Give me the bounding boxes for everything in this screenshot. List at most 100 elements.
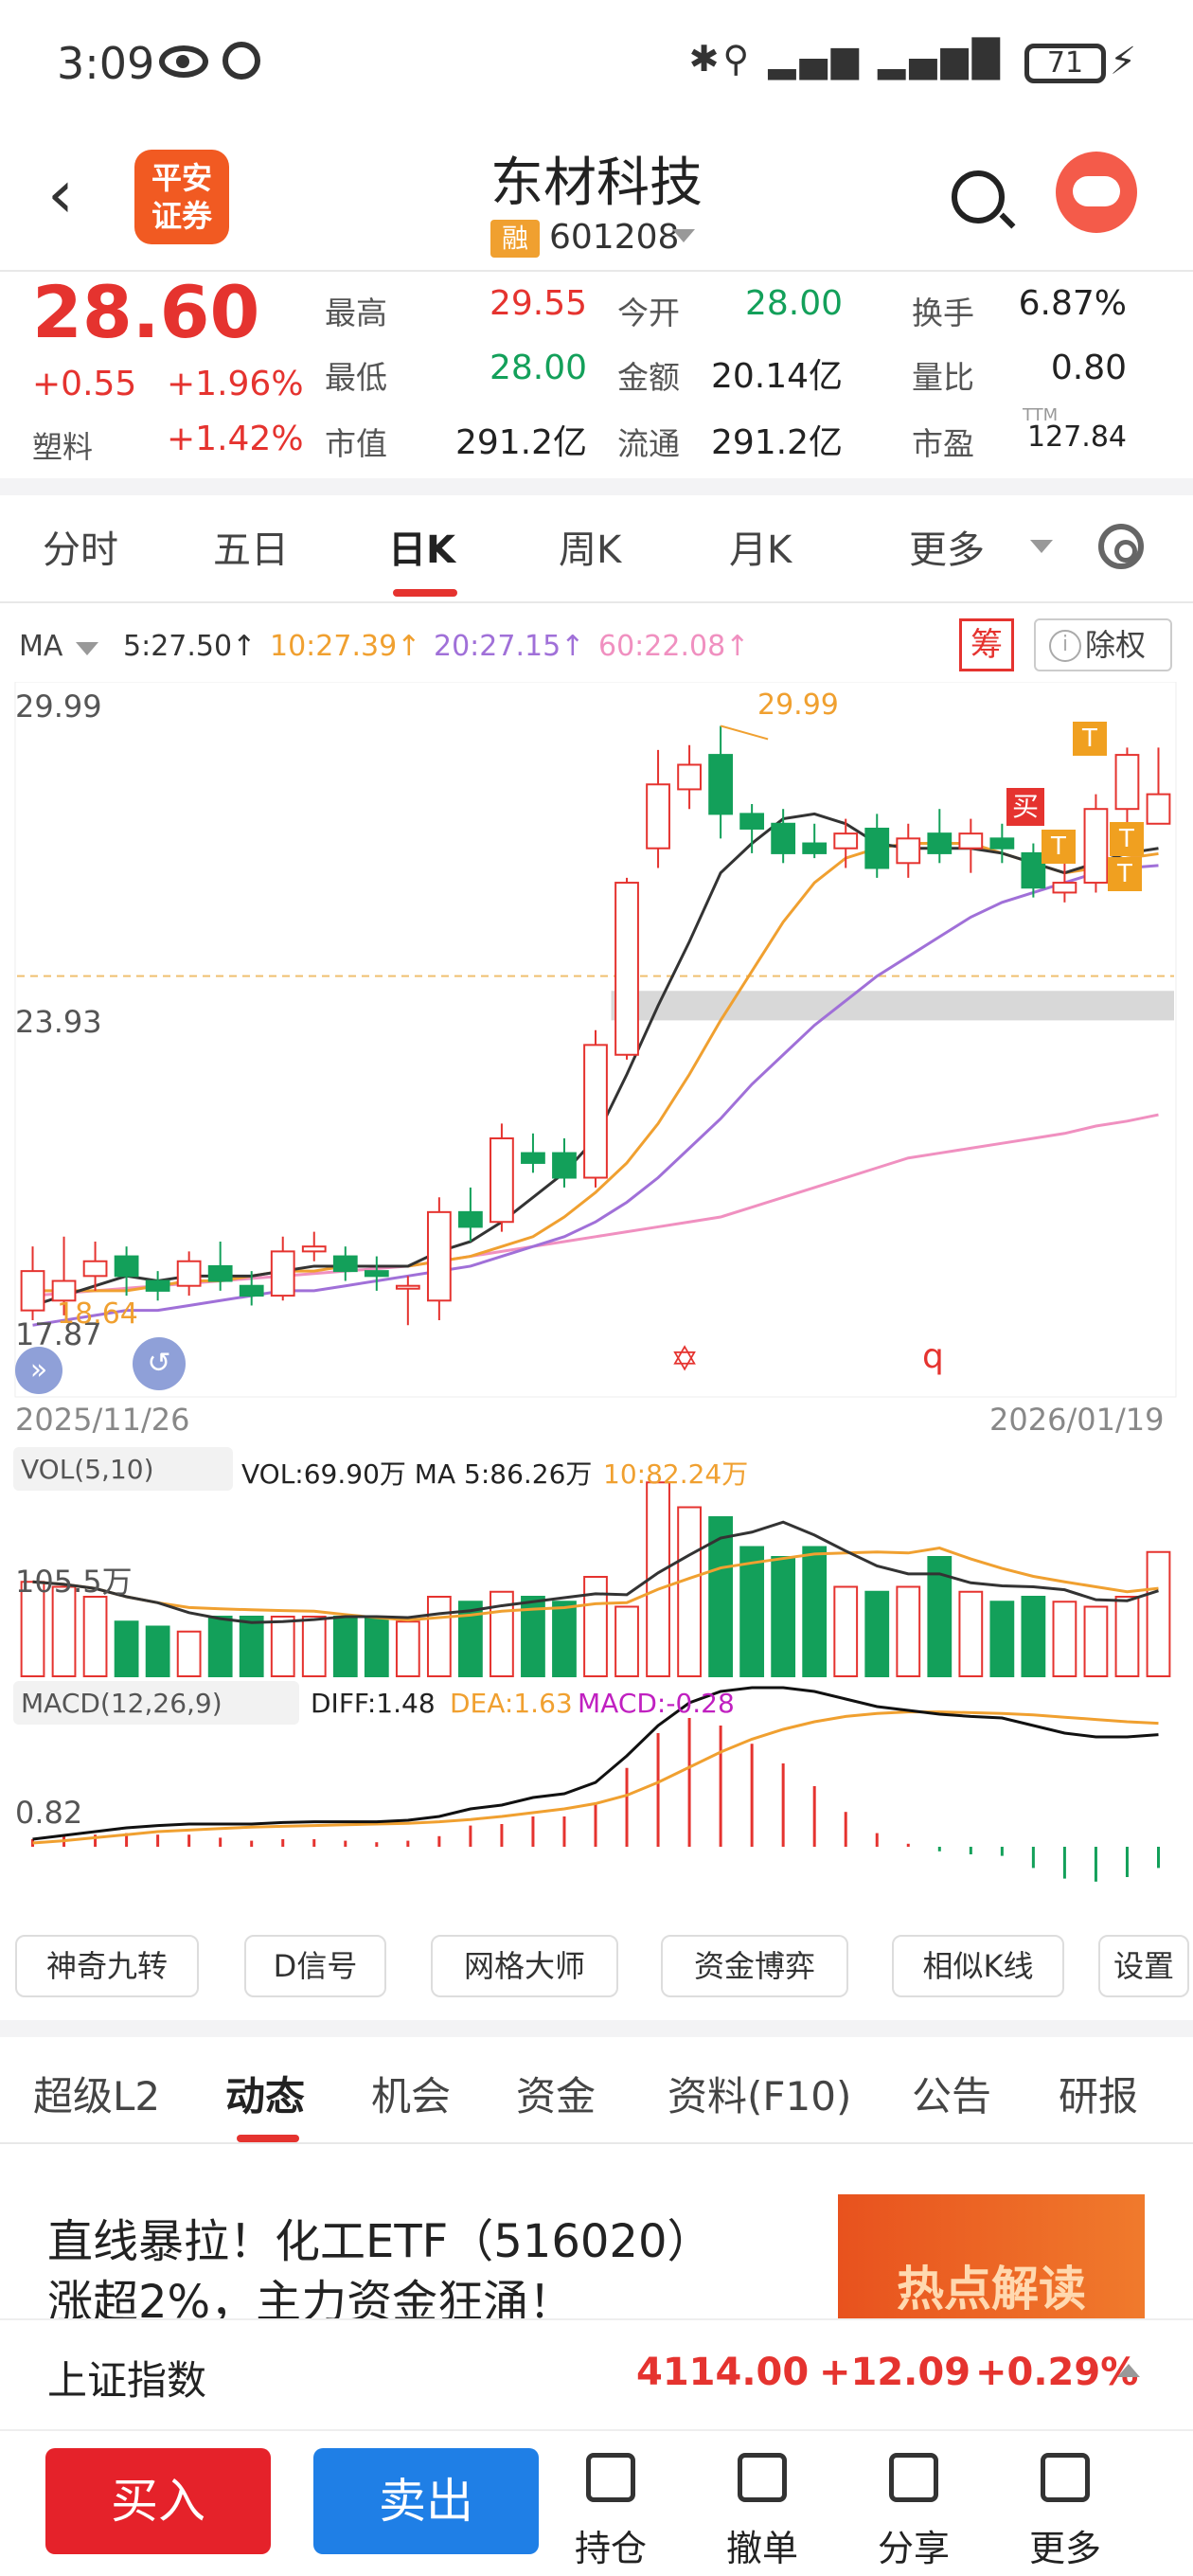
candle-body <box>771 822 796 854</box>
candle-body <box>490 1136 514 1224</box>
ex-rights-button[interactable]: 除权 <box>1034 618 1172 671</box>
more-caret-icon[interactable] <box>1030 540 1053 553</box>
quote-field-value: 6.87% <box>1018 284 1127 323</box>
indicator-tool-button[interactable]: 神奇九转 <box>15 1935 199 1997</box>
vol-indicator-chip[interactable] <box>13 1447 233 1491</box>
ma5-value: 5:27.50↑ <box>123 630 257 663</box>
candle-body <box>1114 754 1140 811</box>
event-star-icon[interactable]: ✡ <box>670 1340 700 1379</box>
indicator-tool-button[interactable]: 网格大师 <box>431 1935 618 1997</box>
content-tab-1[interactable]: 动态 <box>225 2073 306 2120</box>
kline-chart[interactable] <box>0 682 1193 1913</box>
content-tab-3[interactable]: 资金 <box>516 2073 596 2120</box>
candle-body <box>1052 882 1077 894</box>
candle-body <box>82 1260 108 1278</box>
volume-bar <box>864 1590 890 1677</box>
macd-diff-line <box>32 1686 1159 1841</box>
indicator-tool-button[interactable]: 资金博弈 <box>661 1935 848 1997</box>
quote-field-label: 市盈 <box>912 425 974 462</box>
candle-body <box>864 827 890 869</box>
bottom-item-label: 撤单 <box>725 2528 798 2569</box>
price-panel-frame <box>14 682 1177 1398</box>
quote-field-label: 最高 <box>325 295 387 331</box>
t-signal-tag[interactable]: T <box>1108 857 1142 891</box>
volume-bar <box>896 1585 921 1677</box>
index-ticker-bar[interactable] <box>0 2318 1193 2423</box>
quote-field-label: 换手 <box>912 295 974 331</box>
tab-3[interactable]: 周K <box>559 528 622 572</box>
index-pct: +0.29% <box>975 2351 1139 2394</box>
active-tab-indicator <box>237 2135 299 2142</box>
macd-dea: DEA:1.63 <box>450 1688 573 1719</box>
event-icon[interactable]: ↺ <box>133 1337 186 1390</box>
chip-distribution-button[interactable]: 筹 <box>959 618 1014 671</box>
volume-bar <box>458 1601 483 1677</box>
tab-4[interactable]: 月K <box>729 528 792 572</box>
status-system-icons: ✱⚲ ▂▄▆ ▂▄▆█ <box>688 38 1004 80</box>
assistant-avatar[interactable] <box>1056 152 1137 233</box>
chevron-up-icon[interactable] <box>1117 2364 1140 2377</box>
indicator-tool-button[interactable]: D信号 <box>244 1935 386 1997</box>
sell-button[interactable]: 卖出 <box>313 2448 539 2554</box>
volume-bar <box>677 1506 702 1677</box>
bottom-share-button[interactable]: 分享 <box>866 2453 961 2571</box>
tab-0[interactable]: 分时 <box>43 528 118 572</box>
bottom-more-button[interactable]: 更多 <box>1018 2453 1113 2571</box>
tab-5[interactable]: 更多 <box>909 528 985 572</box>
t-signal-tag[interactable]: T <box>1073 722 1107 756</box>
indicator-tool-button[interactable]: 相似K线 <box>892 1935 1064 1997</box>
tab-1[interactable]: 五日 <box>213 528 289 572</box>
volume-bar <box>270 1616 295 1677</box>
volume-bar <box>802 1546 828 1677</box>
volume-bar <box>82 1596 108 1677</box>
buy-button[interactable]: 买入 <box>45 2448 271 2554</box>
t-signal-tag[interactable]: T <box>1042 830 1076 864</box>
macd-label[interactable]: MACD(12,26,9) <box>21 1688 223 1719</box>
event-q-icon[interactable]: q <box>922 1337 944 1376</box>
candle-body <box>958 832 984 850</box>
search-icon[interactable] <box>952 170 1005 224</box>
candle-body <box>833 832 859 850</box>
ma-caret-icon[interactable] <box>76 642 98 655</box>
high-marker-label: 29.99 <box>757 689 839 722</box>
stock-code[interactable]: 601208 <box>549 218 680 257</box>
content-tab-5[interactable]: 公告 <box>912 2073 992 2120</box>
vol-values: VOL:69.90万 MA 5:86.26万 <box>241 1458 593 1490</box>
content-tab-6[interactable]: 研报 <box>1059 2073 1139 2120</box>
candle-body <box>896 837 921 865</box>
indicator-tool-button[interactable]: 设置 <box>1098 1935 1189 1997</box>
battery-icon: 71 <box>1024 44 1106 83</box>
gear-icon[interactable] <box>1098 524 1144 569</box>
volume-bar <box>1052 1601 1077 1677</box>
back-icon[interactable]: ‹ <box>47 155 74 233</box>
volume-bar <box>614 1605 639 1677</box>
t-signal-tag[interactable]: T <box>1110 822 1144 856</box>
candle-body <box>677 763 702 791</box>
tab-2[interactable]: 日K <box>388 528 455 572</box>
macd-scale: 0.82 <box>15 1795 83 1831</box>
macd-indicator-chip[interactable] <box>13 1681 299 1725</box>
chevron-down-icon[interactable] <box>672 229 695 242</box>
news-headline-line1[interactable]: 直线暴拉！化工ETF（516020） <box>47 2215 713 2268</box>
content-tab-2[interactable]: 机会 <box>371 2073 452 2120</box>
hot-topic-banner[interactable]: 热点解读 <box>838 2194 1145 2323</box>
ma-label[interactable]: MA <box>19 630 63 663</box>
bottom-item-label: 持仓 <box>574 2528 647 2569</box>
sector-name[interactable]: 塑料 <box>32 429 94 465</box>
volume-bar <box>771 1556 796 1677</box>
expand-icon[interactable]: » <box>15 1347 62 1394</box>
bottom-cancel-order-button[interactable]: 撤单 <box>715 2453 810 2571</box>
bottom-position-button[interactable]: 持仓 <box>563 2453 658 2571</box>
content-tab-4[interactable]: 资料(F10) <box>668 2073 852 2120</box>
vol-label[interactable]: VOL(5,10) <box>21 1454 154 1485</box>
buy-signal-tag[interactable]: 买 <box>1006 788 1044 826</box>
position-icon <box>586 2453 635 2502</box>
active-tab-indicator <box>393 589 457 597</box>
content-tab-0[interactable]: 超级L2 <box>33 2073 161 2120</box>
alarm-icon <box>223 42 260 80</box>
quote-field-label: 金额 <box>617 359 680 396</box>
candle-body <box>583 1044 608 1179</box>
macd-dea-line <box>32 1710 1159 1845</box>
volume-bar <box>739 1546 765 1677</box>
candle-body <box>395 1284 420 1290</box>
